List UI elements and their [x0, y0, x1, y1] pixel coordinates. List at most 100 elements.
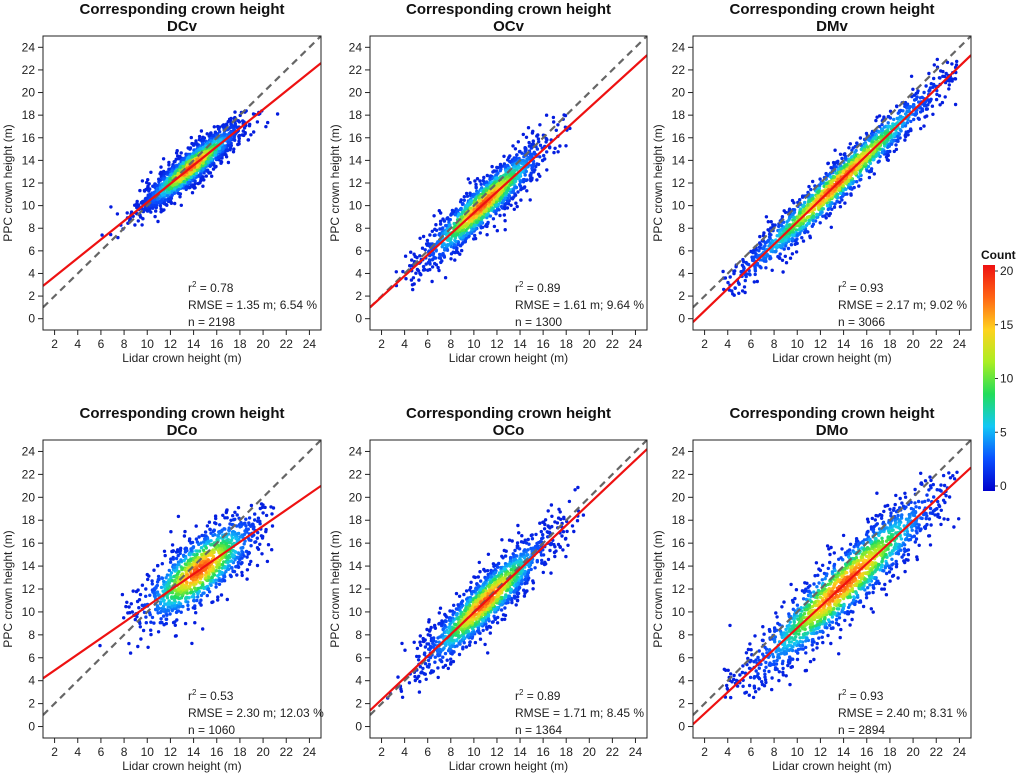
scatter-point: [236, 513, 239, 516]
scatter-point: [785, 225, 788, 228]
scatter-point: [489, 214, 492, 217]
scatter-point: [521, 187, 524, 190]
scatter-point: [157, 575, 160, 578]
scatter-point: [270, 548, 273, 551]
scatter-point: [213, 125, 216, 128]
scatter-point: [931, 113, 934, 116]
scatter-point: [485, 180, 488, 183]
scatter-point: [190, 155, 193, 158]
scatter-point: [196, 164, 199, 167]
y-tick-label: 0: [28, 312, 35, 326]
y-tick-label: 0: [678, 312, 685, 326]
scatter-point: [209, 157, 212, 160]
scatter-point: [899, 115, 902, 118]
scatter-point: [160, 199, 163, 202]
scatter-point: [208, 133, 211, 136]
scatter-point: [839, 192, 842, 195]
scatter-point: [500, 191, 503, 194]
scatter-point: [449, 237, 452, 240]
y-tick-label: 2: [678, 289, 685, 303]
scatter-point: [436, 266, 439, 269]
scatter-point: [539, 144, 542, 147]
x-tick-label: 16: [860, 337, 874, 351]
x-tick-label: 14: [513, 337, 527, 351]
scatter-point: [892, 139, 895, 142]
x-tick-label: 16: [536, 337, 550, 351]
scatter-point: [758, 235, 761, 238]
scatter-point: [267, 543, 270, 546]
scatter-point: [955, 63, 958, 66]
scatter-point: [785, 261, 788, 264]
scatter-point: [453, 251, 456, 254]
scatter-point: [806, 203, 809, 206]
scatter-point: [135, 590, 138, 593]
scatter-point: [826, 204, 829, 207]
panel-title: Corresponding crown height: [406, 1, 611, 18]
scatter-point: [418, 254, 421, 257]
scatter-point: [130, 602, 133, 605]
scatter-point: [482, 179, 485, 182]
scatter-point: [485, 213, 488, 216]
scatter-point: [449, 257, 452, 260]
scatter-point: [502, 199, 505, 202]
scatter-point: [921, 107, 924, 110]
scatter-point: [921, 96, 924, 99]
scatter-point: [505, 191, 508, 194]
scatter-point: [811, 180, 814, 183]
stat-n: n = 1300: [515, 315, 562, 329]
scatter-point: [200, 129, 203, 132]
x-axis-label: Lidar crown height (m): [449, 351, 568, 365]
scatter-point: [241, 119, 244, 122]
scatter-point: [151, 582, 154, 585]
scatter-point: [205, 174, 208, 177]
y-tick-label: 22: [349, 63, 363, 77]
scatter-point: [843, 152, 846, 155]
scatter-point: [404, 277, 407, 280]
scatter-point: [454, 213, 457, 216]
scatter-point: [812, 219, 815, 222]
scatter-point: [180, 204, 183, 207]
scatter-point: [514, 147, 517, 150]
scatter-point: [811, 197, 814, 200]
scatter-point: [527, 141, 530, 144]
y-tick-label: 20: [349, 86, 363, 100]
scatter-point: [532, 170, 535, 173]
scatter-point: [210, 175, 213, 178]
y-tick-label: 16: [22, 131, 36, 145]
scatter-point: [474, 185, 477, 188]
x-tick-label: 6: [98, 337, 105, 351]
stat-n: n = 2198: [188, 315, 235, 329]
scatter-point: [874, 136, 877, 139]
x-tick-label: 18: [233, 337, 247, 351]
scatter-point: [765, 215, 768, 218]
x-tick-label: 8: [447, 337, 454, 351]
scatter-point: [909, 120, 912, 123]
y-tick-label: 4: [355, 266, 362, 280]
scatter-point: [899, 129, 902, 132]
scatter-point: [538, 123, 541, 126]
scatter-point: [831, 179, 834, 182]
scatter-point: [813, 208, 816, 211]
scatter-point: [825, 181, 828, 184]
scatter-point: [515, 153, 518, 156]
scatter-point: [439, 253, 442, 256]
scatter-point: [770, 220, 773, 223]
scatter-point: [798, 211, 801, 214]
scatter-point: [778, 257, 781, 260]
scatter-point: [173, 187, 176, 190]
scatter-point: [468, 181, 471, 184]
scatter-point: [455, 246, 458, 249]
y-tick-label: 6: [355, 244, 362, 258]
scatter-point: [530, 143, 533, 146]
scatter-point: [881, 128, 884, 131]
scatter-point: [461, 202, 464, 205]
scatter-point: [849, 183, 852, 186]
scatter-point: [246, 568, 249, 571]
scatter-point: [868, 176, 871, 179]
scatter-point: [249, 560, 252, 563]
scatter-point: [159, 165, 162, 168]
scatter-point: [490, 165, 493, 168]
scatter-point: [144, 197, 147, 200]
scatter-point: [249, 544, 252, 547]
scatter-point: [915, 97, 918, 100]
